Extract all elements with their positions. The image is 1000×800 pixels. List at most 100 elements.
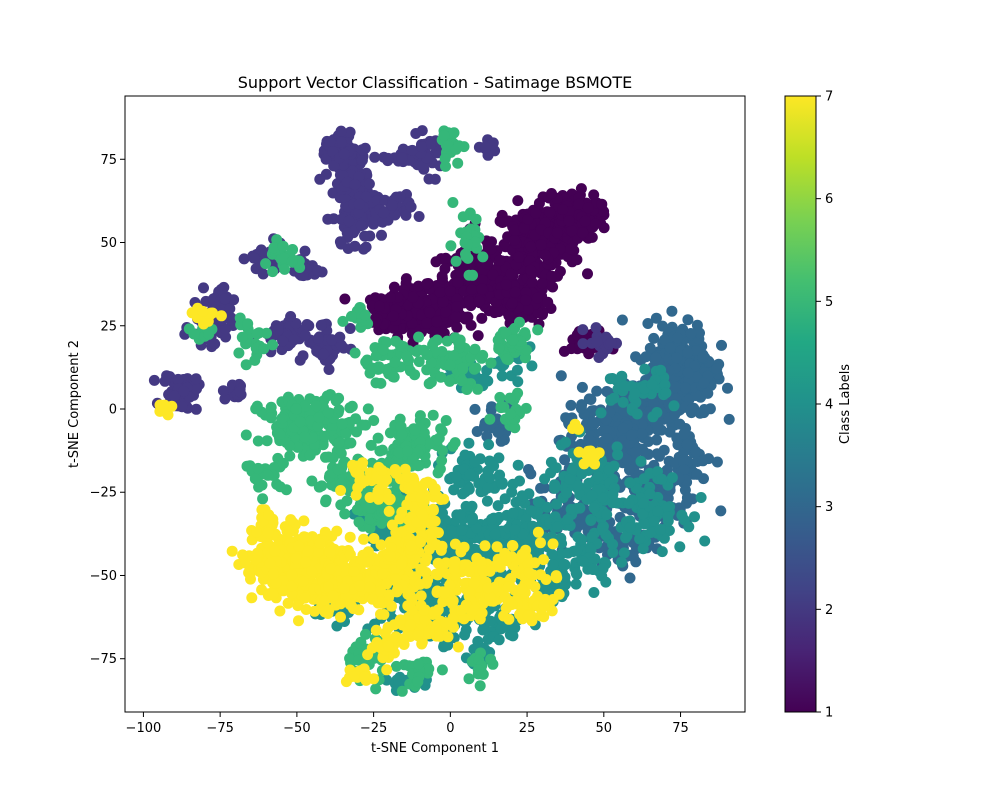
scatter-point-class-4 (486, 513, 498, 525)
scatter-point-class-4 (552, 521, 564, 533)
scatter-point-class-5 (274, 481, 286, 493)
scatter-point-class-7 (282, 597, 294, 609)
scatter-point-class-2 (178, 385, 190, 397)
scatter-point-class-1 (575, 183, 587, 195)
scatter-point-class-3 (702, 387, 714, 399)
scatter-point-class-3 (698, 377, 710, 389)
scatter-point-class-2 (356, 144, 368, 156)
scatter-point-class-2 (378, 207, 390, 219)
scatter-point-class-4 (551, 498, 562, 510)
scatter-point-class-5 (504, 392, 516, 404)
scatter-point-class-7 (226, 545, 238, 557)
scatter-point-class-2 (248, 252, 260, 264)
scatter-point-class-2 (590, 322, 602, 334)
scatter-point-class-2 (198, 282, 209, 294)
scatter-point-class-5 (279, 263, 291, 275)
scatter-point-class-4 (561, 487, 573, 499)
scatter-point-class-2 (376, 229, 387, 241)
scatter-point-class-4 (516, 490, 528, 502)
scatter-point-class-2 (148, 374, 160, 386)
scatter-point-class-5 (437, 445, 448, 457)
scatter-point-class-4 (507, 630, 519, 642)
scatter-point-class-1 (370, 316, 382, 328)
scatter-point-class-2 (327, 146, 339, 157)
scatter-point-class-5 (377, 344, 389, 356)
scatter-point-class-4 (585, 515, 597, 526)
scatter-point-class-3 (715, 505, 727, 517)
scatter-point-class-5 (484, 413, 496, 425)
scatter-point-class-4 (512, 459, 524, 471)
scatter-point-class-4 (683, 521, 695, 533)
scatter-point-class-4 (608, 392, 620, 404)
scatter-point-class-5 (236, 331, 248, 343)
scatter-point-class-1 (546, 270, 558, 282)
scatter-point-class-4 (450, 471, 462, 483)
scatter-point-class-4 (603, 464, 615, 476)
scatter-point-class-4 (459, 629, 471, 641)
scatter-point-class-5 (396, 429, 408, 441)
scatter-point-class-3 (576, 381, 588, 393)
scatter-point-class-2 (299, 329, 311, 341)
scatter-point-class-7 (306, 565, 318, 577)
scatter-point-class-1 (558, 345, 570, 357)
scatter-point-class-5 (463, 673, 475, 685)
scatter-point-class-5 (250, 403, 262, 415)
scatter-point-class-2 (225, 314, 237, 326)
scatter-point-class-5 (277, 240, 289, 252)
scatter-point-class-5 (310, 400, 322, 412)
scatter-point-class-5 (277, 457, 289, 469)
scatter-point-class-3 (690, 446, 702, 457)
scatter-point-class-3 (525, 468, 537, 480)
scatter-point-class-1 (388, 281, 400, 293)
scatter-point-class-5 (448, 350, 460, 362)
scatter-point-class-2 (369, 151, 381, 163)
scatter-point-class-2 (172, 373, 184, 385)
scatter-point-class-2 (324, 136, 336, 148)
scatter-point-class-1 (496, 217, 508, 228)
scatter-point-class-3 (711, 456, 723, 468)
scatter-point-class-2 (219, 293, 231, 305)
scatter-point-class-5 (454, 338, 466, 350)
scatter-point-class-5 (345, 437, 357, 449)
scatter-point-class-5 (294, 416, 306, 428)
scatter-point-class-1 (436, 270, 448, 282)
scatter-point-class-5 (341, 495, 353, 507)
scatter-point-class-7 (286, 569, 298, 581)
scatter-point-class-1 (374, 300, 385, 312)
scatter-point-class-4 (624, 477, 636, 489)
scatter-point-class-2 (176, 401, 188, 413)
scatter-point-class-1 (520, 294, 532, 306)
scatter-point-class-3 (681, 439, 693, 450)
scatter-point-class-1 (525, 241, 537, 253)
scatter-point-class-1 (535, 239, 547, 251)
scatter-point-class-4 (695, 492, 707, 503)
scatter-point-class-1 (466, 284, 478, 295)
scatter-point-class-1 (551, 227, 563, 239)
scatter-point-class-7 (314, 538, 326, 549)
scatter-point-class-4 (586, 490, 598, 501)
scatter-point-class-4 (604, 373, 616, 385)
scatter-point-class-1 (503, 310, 515, 322)
scatter-point-class-1 (505, 268, 517, 280)
scatter-point-class-3 (678, 428, 690, 440)
scatter-point-class-3 (671, 352, 683, 364)
scatter-point-class-2 (416, 141, 427, 153)
scatter-point-class-4 (565, 503, 577, 515)
scatter-point-class-5 (376, 444, 388, 456)
scatter-point-class-4 (655, 364, 667, 376)
scatter-point-class-2 (312, 332, 324, 344)
scatter-point-class-5 (346, 310, 357, 322)
scatter-point-class-2 (277, 335, 289, 347)
scatter-point-class-4 (600, 576, 612, 588)
scatter-point-class-1 (421, 278, 433, 290)
scatter-point-class-2 (320, 153, 332, 165)
scatter-point-class-5 (444, 359, 456, 371)
scatter-point-class-5 (203, 328, 215, 340)
scatter-point-class-1 (544, 206, 556, 218)
scatter-point-class-5 (261, 435, 273, 447)
scatter-point-class-2 (159, 375, 171, 387)
scatter-point-class-1 (440, 306, 452, 318)
scatter-point-class-4 (496, 478, 508, 490)
scatter-point-class-3 (601, 433, 613, 444)
scatter-point-class-4 (571, 545, 583, 557)
